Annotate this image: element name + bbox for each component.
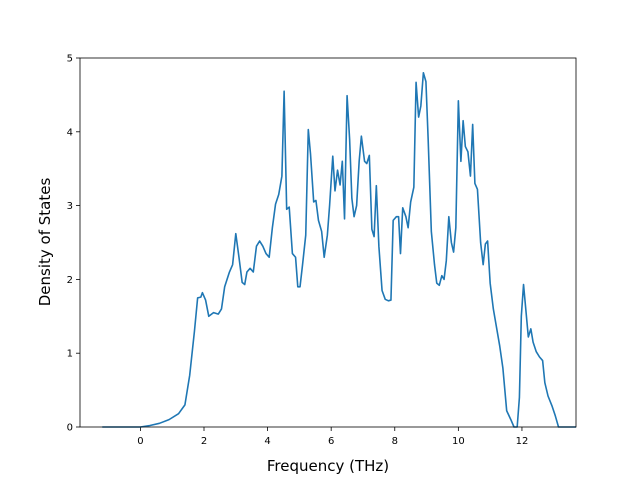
x-axis-label: Frequency (THz) <box>267 457 389 475</box>
y-tick-label: 4 <box>67 127 73 138</box>
x-tick-label: 6 <box>328 436 334 447</box>
y-tick-label: 0 <box>67 423 73 434</box>
x-tick-label: 12 <box>516 436 529 447</box>
x-tick-label: 4 <box>264 436 270 447</box>
x-tick-label: 8 <box>392 436 398 447</box>
x-tick-label: 2 <box>201 436 207 447</box>
x-axis-ticks: 0 2 4 6 8 10 12 <box>137 427 528 447</box>
y-tick-label: 2 <box>67 275 73 286</box>
y-tick-label: 5 <box>67 54 73 65</box>
plot-frame <box>79 57 577 428</box>
x-tick-label: 10 <box>452 436 465 447</box>
y-tick-label: 1 <box>67 349 73 360</box>
dos-series-line <box>102 71 576 428</box>
y-axis-ticks: 0 1 2 3 4 5 <box>67 54 80 434</box>
y-tick-label: 3 <box>67 201 73 212</box>
x-tick-label: 0 <box>137 436 143 447</box>
y-axis-label: Density of States <box>36 178 54 307</box>
